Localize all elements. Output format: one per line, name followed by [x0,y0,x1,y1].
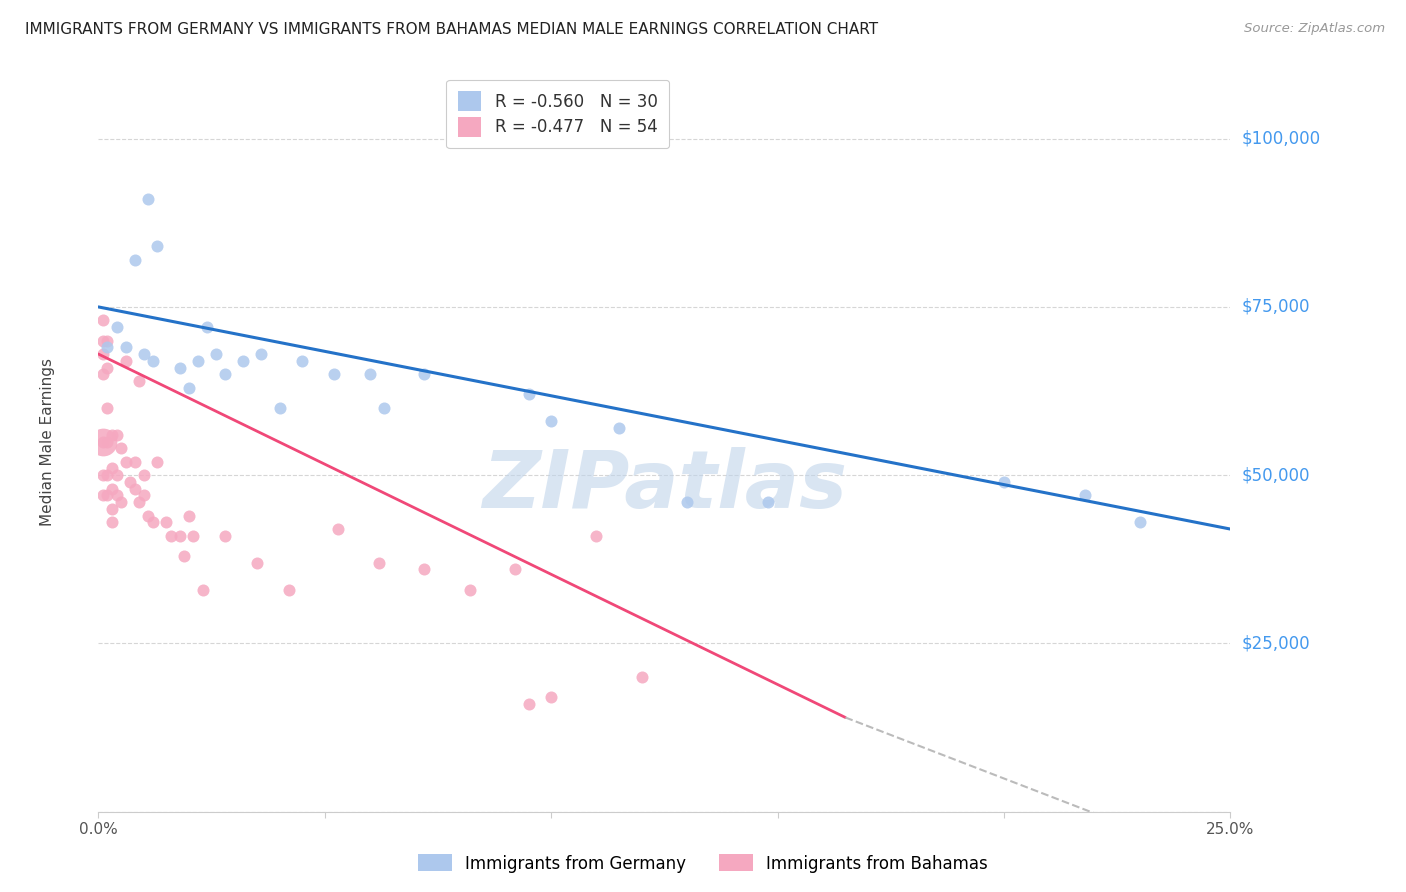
Text: $100,000: $100,000 [1241,129,1320,148]
Point [277,582,299,597]
Point [1129,516,1152,530]
Point [114,455,136,469]
Point [607,421,630,435]
Point [105,488,128,502]
Point [328,522,350,536]
Point [101,501,124,516]
Point [132,468,155,483]
Point [91,347,114,361]
Point [146,455,169,469]
Point [136,192,159,206]
Point [91,488,114,502]
Point [91,313,114,327]
Point [214,529,236,543]
Point [585,529,607,543]
Point [232,353,254,368]
Point [136,508,159,523]
Point [124,482,146,496]
Point [132,488,155,502]
Point [373,401,395,415]
Text: $25,000: $25,000 [1241,634,1310,652]
Point [676,495,699,509]
Point [124,252,146,267]
Point [195,320,218,334]
Point [246,556,269,570]
Point [458,582,481,597]
Point [187,353,209,368]
Point [160,529,183,543]
Point [142,516,165,530]
Text: Median Male Earnings: Median Male Earnings [39,358,55,525]
Point [1074,488,1097,502]
Point [124,455,146,469]
Point [630,670,652,684]
Point [101,461,124,475]
Point [105,468,128,483]
Point [250,347,273,361]
Point [173,549,195,563]
Point [96,468,118,483]
Point [101,482,124,496]
Text: IMMIGRANTS FROM GERMANY VS IMMIGRANTS FROM BAHAMAS MEDIAN MALE EARNINGS CORRELAT: IMMIGRANTS FROM GERMANY VS IMMIGRANTS FR… [25,22,879,37]
Point [91,468,114,483]
Point [205,347,228,361]
Point [191,582,214,597]
Point [96,334,118,348]
Point [540,414,562,428]
Point [96,401,118,415]
Point [110,442,132,456]
Point [142,353,165,368]
Point [169,360,191,375]
Point [540,690,562,705]
Point [132,347,155,361]
Legend: R = -0.560   N = 30, R = -0.477   N = 54: R = -0.560 N = 30, R = -0.477 N = 54 [446,79,669,148]
Point [91,434,114,449]
Point [359,368,381,382]
Point [105,320,128,334]
Point [101,516,124,530]
Point [291,353,314,368]
Point [120,475,142,489]
Point [322,368,344,382]
Point [503,562,526,576]
Point [269,401,291,415]
Point [993,475,1015,489]
Text: $75,000: $75,000 [1241,298,1310,316]
Point [413,368,436,382]
Point [155,516,177,530]
Point [114,353,136,368]
Point [101,427,124,442]
Text: ZIPatlas: ZIPatlas [482,447,846,525]
Point [517,697,540,711]
Point [110,495,132,509]
Point [368,556,391,570]
Text: $50,000: $50,000 [1241,467,1310,484]
Point [91,334,114,348]
Point [177,508,200,523]
Point [413,562,436,576]
Point [91,434,114,449]
Point [96,360,118,375]
Point [128,495,150,509]
Point [96,488,118,502]
Point [114,340,136,354]
Point [758,495,780,509]
Text: Source: ZipAtlas.com: Source: ZipAtlas.com [1244,22,1385,36]
Point [177,381,200,395]
Point [96,434,118,449]
Legend: Immigrants from Germany, Immigrants from Bahamas: Immigrants from Germany, Immigrants from… [412,847,994,880]
Point [214,368,236,382]
Point [183,529,205,543]
Point [517,387,540,401]
Point [96,340,118,354]
Point [105,427,128,442]
Point [128,374,150,388]
Point [91,368,114,382]
Point [169,529,191,543]
Point [146,239,169,253]
